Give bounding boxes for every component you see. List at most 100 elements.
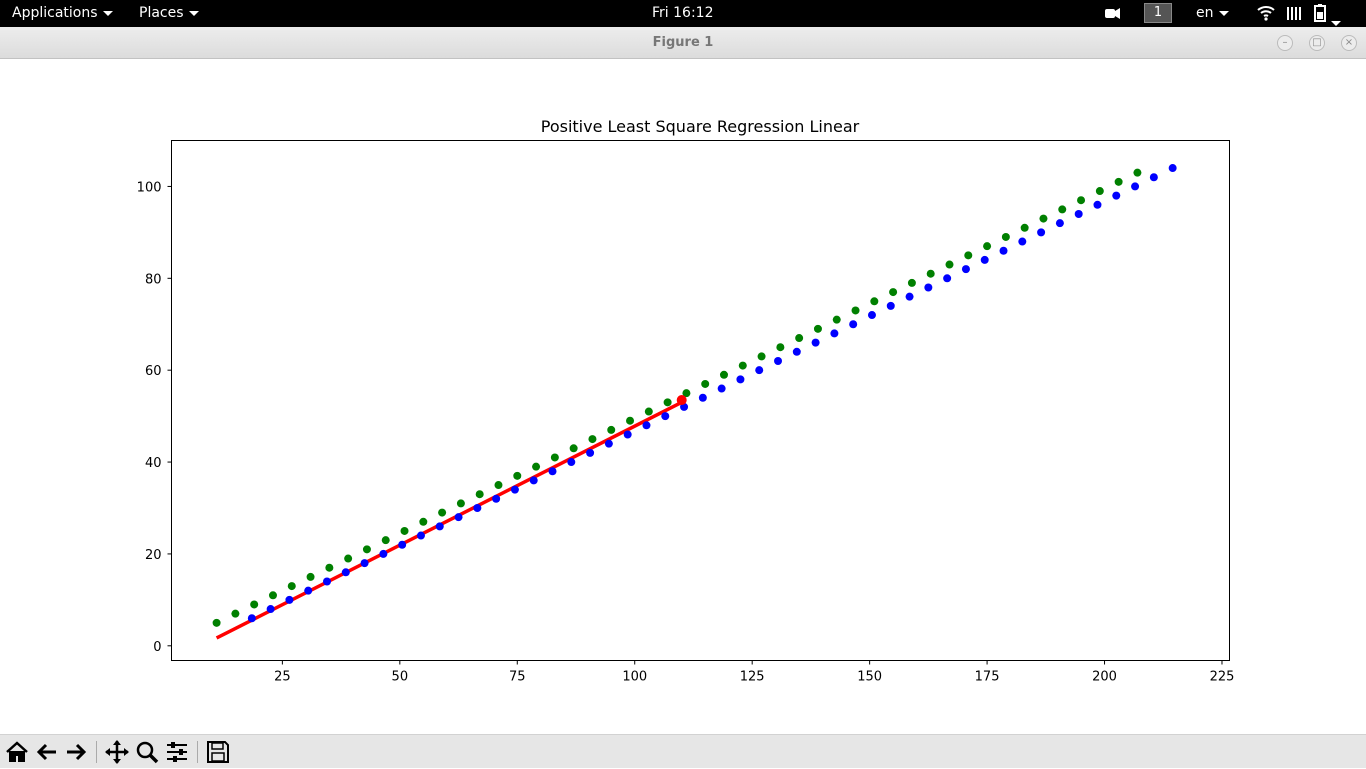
blue-data-point — [717, 384, 726, 393]
language-label: en — [1196, 5, 1214, 21]
window-titlebar[interactable]: Figure 1 – □ × — [0, 27, 1366, 59]
y-axis: 0 20 40 60 80 100 — [137, 180, 172, 655]
green-data-point — [1020, 223, 1029, 232]
x-tick-label: 100 — [622, 670, 647, 685]
maximize-button[interactable]: □ — [1309, 35, 1325, 51]
clock[interactable]: Fri 16:12 — [652, 5, 714, 21]
minimize-icon: – — [1282, 37, 1288, 48]
green-data-point — [1039, 214, 1048, 223]
blue-series — [247, 164, 1177, 623]
blue-data-point — [586, 448, 595, 457]
toolbar-separator — [197, 741, 198, 763]
window-title: Figure 1 — [652, 35, 714, 50]
forward-button[interactable] — [63, 739, 89, 765]
blue-data-point — [1131, 182, 1140, 191]
configure-subplots-button[interactable] — [164, 739, 190, 765]
blue-data-point — [905, 292, 914, 301]
green-data-point — [719, 370, 728, 379]
blue-data-point — [999, 246, 1008, 255]
green-data-point — [306, 572, 315, 581]
blue-data-point — [398, 540, 407, 549]
maximize-icon: □ — [1312, 37, 1322, 48]
green-data-point — [644, 407, 653, 416]
green-data-point — [738, 361, 747, 370]
pan-button[interactable] — [104, 739, 130, 765]
blue-data-point — [435, 522, 444, 531]
power-menu[interactable] — [1313, 0, 1341, 27]
figure-canvas[interactable]: Positive Least Square Regression Linear … — [0, 59, 1366, 734]
x-tick-label: 25 — [274, 670, 291, 685]
green-data-point — [494, 481, 503, 490]
minimize-button[interactable]: – — [1277, 35, 1293, 51]
blue-data-point — [1149, 173, 1158, 182]
green-data-point — [381, 536, 390, 545]
green-data-point — [438, 508, 447, 517]
blue-data-point — [774, 356, 783, 365]
regression-line-path — [215, 400, 683, 640]
green-series — [212, 168, 1142, 627]
places-label: Places — [139, 5, 184, 21]
blue-data-point — [642, 421, 651, 430]
green-data-point — [400, 526, 409, 535]
blue-data-point — [341, 568, 350, 577]
blue-data-point — [830, 329, 839, 338]
chart-title: Positive Least Square Regression Linear — [541, 117, 860, 136]
blue-data-point — [980, 255, 989, 264]
chevron-down-icon — [1218, 10, 1229, 16]
blue-data-point — [604, 439, 613, 448]
blue-data-point — [379, 549, 388, 558]
green-data-point — [907, 278, 916, 287]
language-menu[interactable]: en — [1196, 0, 1229, 27]
green-data-point — [1133, 168, 1142, 177]
chevron-down-icon — [102, 10, 113, 16]
green-data-point — [569, 444, 578, 453]
green-data-point — [626, 416, 635, 425]
zoom-button[interactable] — [134, 739, 160, 765]
blue-data-point — [943, 274, 952, 283]
camera-icon[interactable] — [1103, 0, 1121, 27]
blue-data-point — [304, 586, 313, 595]
green-data-point — [250, 600, 259, 609]
applications-label: Applications — [12, 5, 98, 21]
places-menu[interactable]: Places — [139, 0, 199, 27]
green-data-point — [212, 618, 221, 627]
green-data-point — [532, 462, 541, 471]
regression-line — [215, 400, 683, 640]
blue-data-point — [529, 476, 538, 485]
green-data-point — [945, 260, 954, 269]
blue-data-point — [1074, 209, 1083, 218]
volume-icon[interactable] — [1285, 0, 1303, 27]
blue-data-point — [849, 320, 858, 329]
chart: Positive Least Square Regression Linear … — [137, 117, 1235, 685]
green-data-point — [287, 582, 296, 591]
back-button[interactable] — [34, 739, 60, 765]
workspace-indicator[interactable]: 1 — [1144, 3, 1172, 23]
save-icon — [207, 741, 229, 763]
save-button[interactable] — [205, 739, 231, 765]
close-button[interactable]: × — [1341, 35, 1357, 51]
blue-data-point — [698, 393, 707, 402]
green-data-point — [889, 288, 898, 297]
blue-data-point — [623, 430, 632, 439]
top-panel: Applications Places Fri 16:12 1 en — [0, 0, 1366, 27]
home-button[interactable] — [4, 739, 30, 765]
toolbar-separator — [96, 741, 97, 763]
blue-data-point — [473, 503, 482, 512]
blue-data-point — [1112, 191, 1121, 200]
green-data-point — [851, 306, 860, 315]
battery-icon — [1314, 4, 1326, 22]
x-tick-label: 150 — [857, 670, 882, 685]
wifi-icon[interactable] — [1257, 0, 1275, 27]
blue-data-point — [454, 513, 463, 522]
applications-menu[interactable]: Applications — [12, 0, 113, 27]
green-data-point — [513, 471, 522, 480]
green-data-point — [663, 398, 672, 407]
plot-frame — [171, 140, 1230, 661]
blue-data-point — [510, 485, 519, 494]
home-icon — [6, 741, 28, 762]
blue-data-point — [548, 467, 557, 476]
red-point-series — [676, 395, 687, 406]
blue-data-point — [285, 595, 294, 604]
navigation-toolbar — [0, 734, 1366, 768]
green-data-point — [344, 554, 353, 563]
